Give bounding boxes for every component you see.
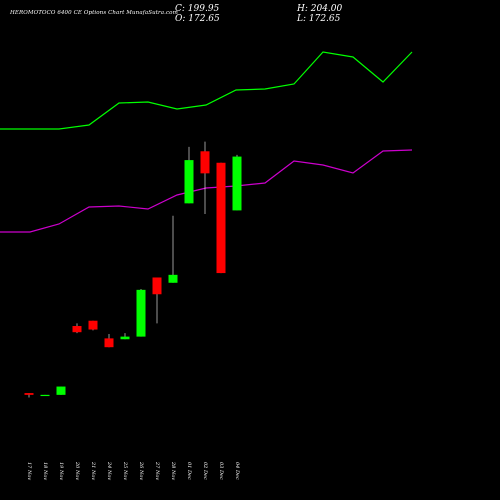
candle-28-nov [168,215,178,283]
x-tick-label: 21 Nov [90,461,96,480]
low-value: L: 172.65 [297,14,341,24]
candle-body [104,338,114,348]
x-tick-label: 27 Nov [154,461,160,480]
candle-body [232,156,242,211]
candle-03-dec [216,162,226,274]
candle-body [200,151,210,174]
candle-04-dec [232,154,242,211]
candle-19-nov [56,386,66,395]
x-tick-label: 28 Nov [170,461,176,480]
x-axis-labels: 17 Nov 18 Nov 19 Nov 20 Nov 21 Nov 24 Nov 25 N… [26,461,240,480]
candle-body [56,386,66,395]
lower-band-line [0,149,413,233]
candle-body [120,336,130,340]
candle-body [40,394,50,397]
candles [24,141,242,398]
x-tick-label: 26 Nov [138,461,144,480]
candle-body [136,289,146,337]
candle-body [152,277,162,295]
chart-title: HEROMOTOCO 6400 CE Options Chart MunafaS… [10,10,178,16]
x-tick-label: 03 Dec [218,462,224,480]
x-tick-label: 01 Dec [186,462,192,480]
candle-body [24,393,34,395]
candle-21-nov [88,320,98,331]
candle-20-nov [72,323,82,334]
x-tick-label: 04 Dec [234,462,240,480]
x-tick-label: 20 Nov [74,461,80,480]
close-value: C: 199.95 [175,4,220,14]
candle-body [88,320,98,330]
x-tick-label: 17 Nov [26,462,32,480]
candle-body [72,326,82,333]
x-tick-label: 18 Nov [42,462,48,480]
candle-body [184,160,194,204]
candle-25-nov [120,333,130,340]
candle-26-nov [136,288,146,337]
x-tick-label: 02 Dec [202,462,208,480]
x-tick-label: 24 Nov [106,461,112,480]
band-lines [0,51,413,233]
candle-17-nov [24,393,34,398]
candle-18-nov [40,394,50,397]
upper-band-line [0,51,413,130]
candle-01-dec [184,146,194,204]
candle-24-nov [104,333,114,348]
x-tick-label: 25 Nov [122,461,128,480]
candle-27-nov [152,277,162,324]
open-value: O: 172.65 [175,14,220,24]
candle-body [168,274,178,283]
candle-02-dec [200,141,210,214]
x-tick-label: 19 Nov [58,462,64,480]
high-value: H: 204.00 [297,4,343,14]
candle-body [216,162,226,274]
